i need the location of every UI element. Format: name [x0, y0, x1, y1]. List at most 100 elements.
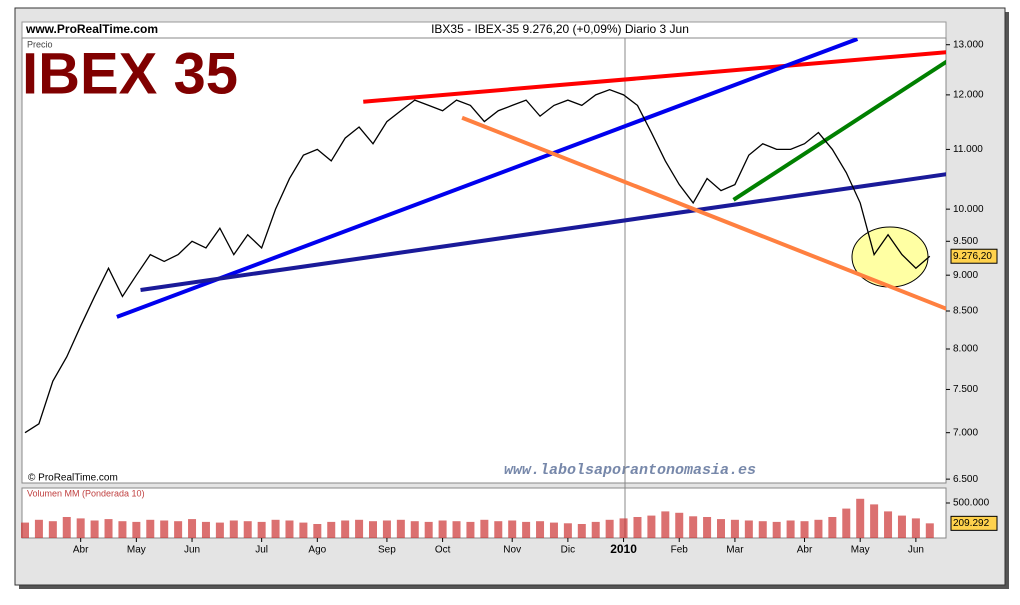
x-tick-label: 2010	[610, 542, 637, 556]
copyright: © ProRealTime.com	[28, 473, 118, 484]
x-tick-label: May	[851, 545, 870, 556]
volume-bar	[717, 519, 725, 538]
info: IBX35 - IBEX-35 9.276,20 (+0,09%) Diario…	[431, 22, 689, 36]
volume-bar	[577, 523, 586, 538]
volume-bar	[856, 498, 865, 538]
x-tick-label: Dic	[561, 545, 575, 556]
y-tick-label: 9.000	[953, 270, 978, 281]
x-tick-label: Oct	[435, 545, 451, 556]
volume-bar	[132, 521, 141, 538]
last-value-label: 9.276,20	[953, 251, 992, 262]
x-tick-label: Sep	[378, 545, 396, 556]
y-tick-label: 13.000	[953, 39, 984, 50]
trendline	[116, 38, 859, 319]
plot	[24, 38, 946, 434]
volume-bar	[828, 516, 837, 538]
volume-bar	[480, 519, 489, 538]
volume-bar	[257, 521, 266, 538]
volume-bar	[591, 521, 600, 538]
volume-bar	[661, 511, 670, 538]
last-volume-label: 209.292	[953, 518, 990, 529]
trendline	[732, 59, 946, 202]
volume-bar	[341, 520, 350, 538]
y-tick-label: 10.000	[953, 204, 984, 215]
volume-bar	[34, 519, 43, 538]
volume-bar	[689, 516, 698, 538]
x-tick-label: Jun	[908, 545, 924, 556]
volume-bar	[647, 515, 656, 538]
price-panel	[21, 37, 947, 484]
volume-bar	[313, 523, 322, 538]
y-tick-label: 9.500	[953, 236, 978, 247]
volume-bar	[925, 523, 934, 538]
volume-bar	[243, 521, 252, 538]
volume-bar	[90, 520, 99, 538]
volume-bar	[633, 516, 642, 538]
volume-bar	[327, 521, 336, 538]
volume-bar	[536, 521, 545, 538]
volume-bar	[703, 516, 712, 538]
x-tick-label: Jul	[255, 545, 268, 556]
y-label: Precio	[27, 39, 53, 49]
volume-bar	[160, 520, 169, 538]
x-tick-label: Abr	[797, 545, 813, 556]
volume-bar	[563, 523, 572, 538]
y-tick-label: 12.000	[953, 90, 984, 101]
y-tick-label: 8.000	[953, 344, 978, 355]
volume-bar	[382, 520, 391, 538]
volume-bar	[605, 519, 614, 538]
volume-bar	[897, 515, 906, 538]
y-tick-label: 7.000	[953, 427, 978, 438]
chart-title: IBEX 35	[22, 41, 238, 106]
last-value-box	[950, 248, 998, 264]
x-tick-label: Nov	[503, 545, 521, 556]
volume-bar	[21, 522, 29, 538]
x-tick-label: Ago	[308, 545, 326, 556]
trendline	[461, 115, 946, 311]
y-tick-label: 6.500	[953, 474, 978, 485]
volume-bar	[271, 519, 280, 538]
volume-bar	[814, 519, 823, 538]
volume-bar	[62, 516, 71, 538]
trendline	[363, 50, 946, 104]
x-tick-label: May	[127, 545, 146, 556]
volume-bar	[549, 522, 558, 538]
volume-bar	[118, 521, 127, 538]
volume-bar	[842, 508, 851, 538]
price-line	[24, 88, 931, 434]
last-volume-box	[950, 515, 998, 531]
x-tick-label: Mar	[726, 545, 744, 556]
volume-bar	[730, 519, 739, 538]
trendline	[140, 172, 946, 292]
volume-bar	[522, 521, 531, 538]
volume-bar	[494, 521, 503, 538]
volume-bar	[870, 504, 879, 538]
x-tick-label: Jun	[184, 545, 200, 556]
volume-bar	[800, 521, 809, 538]
y-tick-label: 7.500	[953, 384, 978, 395]
volume-bar	[884, 511, 893, 538]
volume-bar	[104, 519, 113, 538]
volume-bar	[772, 521, 781, 538]
y-tick-label: 500.000	[953, 498, 990, 509]
volume-bar	[201, 521, 210, 538]
watermark: www.labolsaporantonomasia.es	[504, 462, 756, 479]
volume-bar	[508, 520, 517, 538]
volume-bar	[76, 518, 85, 538]
volume-bar	[355, 519, 364, 538]
volume-bar	[911, 518, 920, 538]
volume-title: Volumen MM (Ponderada 10)	[27, 488, 145, 498]
volume-bar	[758, 521, 767, 538]
x-tick-label: Feb	[671, 545, 689, 556]
site: www.ProRealTime.com	[25, 22, 158, 36]
volume-bar	[48, 521, 57, 538]
volume-bar	[229, 520, 238, 538]
volume-bar	[410, 521, 419, 538]
volume-bar	[466, 521, 475, 538]
volume-bar	[675, 512, 684, 538]
volume-bar	[146, 519, 155, 538]
volume-bar	[744, 520, 753, 538]
y-tick-label: 11.000	[953, 144, 983, 155]
volume-bar	[424, 521, 433, 538]
